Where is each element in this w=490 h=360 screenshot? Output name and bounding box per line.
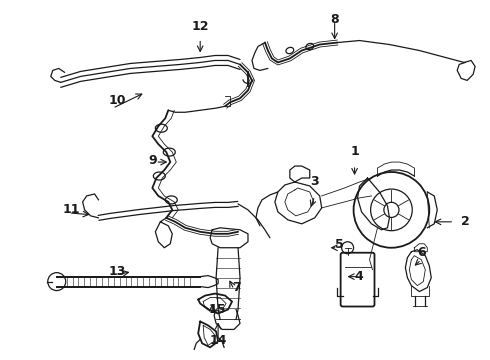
Text: 9: 9 bbox=[148, 154, 157, 167]
Text: 1: 1 bbox=[350, 145, 359, 158]
Text: 6: 6 bbox=[417, 246, 426, 259]
Text: 8: 8 bbox=[330, 13, 339, 26]
Text: 13: 13 bbox=[108, 265, 126, 278]
Text: 2: 2 bbox=[461, 215, 470, 228]
Text: 4: 4 bbox=[355, 270, 363, 283]
Text: 5: 5 bbox=[335, 238, 343, 251]
Text: 15: 15 bbox=[208, 303, 225, 316]
Text: 11: 11 bbox=[63, 203, 80, 216]
Text: 12: 12 bbox=[192, 19, 209, 32]
Text: 3: 3 bbox=[310, 175, 318, 188]
Text: 14: 14 bbox=[209, 334, 227, 347]
Text: 7: 7 bbox=[232, 281, 241, 294]
Text: 10: 10 bbox=[108, 94, 126, 107]
